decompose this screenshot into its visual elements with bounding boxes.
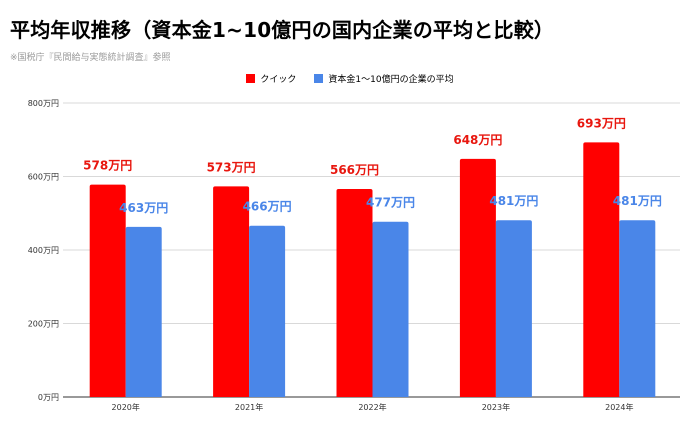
data-label-series-1: 693万円 (577, 116, 626, 130)
bar-series-1 (213, 186, 250, 397)
legend-label-series-1: クイック (260, 75, 297, 85)
bar-series-2 (619, 220, 656, 397)
data-label-series-2: 463万円 (119, 201, 168, 215)
x-tick-label: 2024年 (605, 402, 633, 412)
bar-series-2 (495, 220, 532, 397)
bar-series-2 (125, 226, 162, 397)
bar-series-2 (249, 225, 286, 397)
data-label-series-2: 477万円 (366, 196, 415, 210)
data-label-series-2: 466万円 (243, 200, 292, 214)
y-tick-label: 200万円 (28, 320, 59, 329)
legend-item-series-1: クイック (246, 72, 296, 85)
x-tick-label: 2021年 (235, 402, 263, 412)
data-label-series-1: 566万円 (330, 163, 379, 177)
bar-series-1 (89, 184, 126, 397)
bar-series-1 (459, 158, 496, 397)
y-tick-label: 400万円 (28, 246, 59, 255)
data-label-series-1: 648万円 (453, 133, 502, 147)
data-label-series-2: 481万円 (489, 194, 538, 208)
legend-item-series-2: 資本金1～10億円の企業の平均 (314, 72, 454, 85)
bar-series-1 (583, 142, 620, 397)
legend-label-series-2: 資本金1～10億円の企業の平均 (328, 75, 454, 85)
x-tick-label: 2022年 (358, 402, 386, 412)
data-label-series-1: 578万円 (83, 159, 132, 173)
chart-subtitle: ※国税庁『民間給与実態統計調査』参照 (10, 53, 171, 63)
data-label-series-1: 573万円 (207, 160, 256, 174)
bar-series-1 (336, 188, 373, 397)
chart-title: 平均年収推移（資本金1~10億円の国内企業の平均と比較） (10, 18, 555, 42)
x-tick-label: 2023年 (482, 402, 510, 412)
chart-legend: クイック 資本金1～10億円の企業の平均 (0, 72, 700, 85)
y-tick-label: 0万円 (38, 393, 59, 402)
data-label-series-2: 481万円 (613, 194, 662, 208)
y-tick-label: 800万円 (28, 99, 59, 108)
x-tick-label: 2020年 (112, 402, 140, 412)
bar-series-2 (372, 221, 409, 397)
y-tick-label: 600万円 (28, 173, 59, 182)
legend-swatch-series-2 (314, 74, 324, 83)
legend-swatch-series-1 (246, 74, 256, 83)
